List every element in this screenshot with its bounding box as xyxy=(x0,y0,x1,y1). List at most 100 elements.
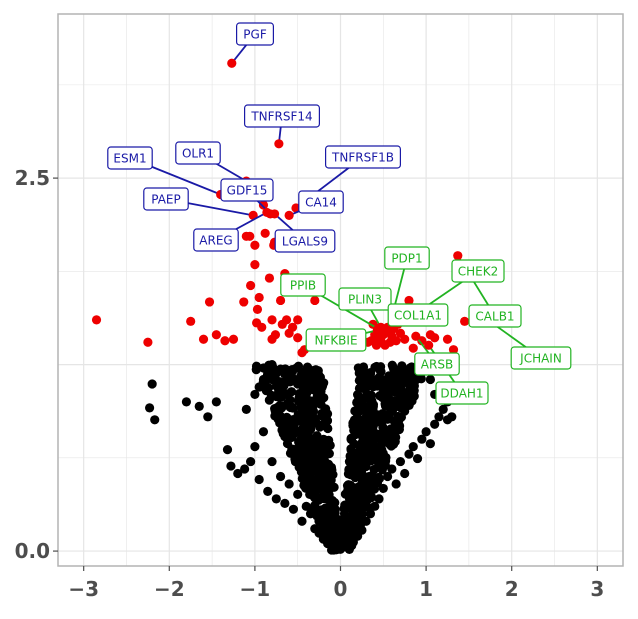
point-nonsignificant xyxy=(270,404,280,414)
point-nonsignificant xyxy=(285,377,295,387)
point-nonsignificant xyxy=(356,375,366,385)
point-nonsignificant xyxy=(438,404,448,414)
point-nonsignificant xyxy=(303,386,313,397)
point-nonsignificant xyxy=(391,479,401,489)
point-significant xyxy=(293,333,303,343)
gene-label-box xyxy=(175,141,221,165)
point-nonsignificant xyxy=(425,439,435,449)
point-labeled xyxy=(424,340,434,350)
gene-label-ddah1: DDAH1 xyxy=(435,381,489,405)
point-nonsignificant xyxy=(282,389,292,399)
point-labeled xyxy=(453,251,463,261)
point-nonsignificant xyxy=(368,408,378,418)
point-nonsignificant xyxy=(325,497,336,507)
gene-label-text: JCHAIN xyxy=(519,352,562,366)
point-nonsignificant xyxy=(315,385,326,395)
gene-label-plin3: PLIN3 xyxy=(338,287,392,311)
gene-label-pgf: PGF xyxy=(236,22,275,46)
point-nonsignificant xyxy=(371,361,382,372)
x-tick-label: −2 xyxy=(154,577,185,601)
gene-label-box xyxy=(143,187,189,211)
gene-label-box xyxy=(387,303,449,327)
point-nonsignificant xyxy=(222,445,233,455)
gene-label-box xyxy=(468,304,522,328)
point-labeled xyxy=(284,210,294,221)
point-significant xyxy=(442,334,453,344)
point-nonsignificant xyxy=(368,376,378,387)
gene-label-text: CALB1 xyxy=(475,310,514,324)
point-nonsignificant xyxy=(283,422,293,432)
gene-label-box xyxy=(298,190,344,214)
gene-label-text: ARSB xyxy=(421,358,453,372)
point-nonsignificant xyxy=(350,430,360,440)
gene-label-text: GDF15 xyxy=(227,184,268,198)
point-significant xyxy=(254,292,264,303)
gene-label-text: PGF xyxy=(243,28,267,42)
point-nonsignificant xyxy=(349,439,359,449)
point-labeled xyxy=(274,139,284,149)
axis-ticks: −3 −2 −1 0 1 2 3 0.0 2.5 xyxy=(15,166,605,601)
gene-label-text: PPIB xyxy=(290,279,316,293)
point-nonsignificant xyxy=(293,489,303,499)
point-nonsignificant xyxy=(226,461,236,471)
point-significant xyxy=(198,334,209,344)
point-nonsignificant xyxy=(399,367,409,377)
gene-label-box xyxy=(510,346,572,370)
point-nonsignificant xyxy=(271,365,281,375)
point-nonsignificant xyxy=(250,442,260,452)
gene-label-box xyxy=(244,104,321,128)
gene-label-areg: AREG xyxy=(193,228,239,252)
point-nonsignificant xyxy=(241,404,251,414)
point-nonsignificant xyxy=(325,440,335,450)
point-significant xyxy=(245,231,255,241)
point-nonsignificant xyxy=(301,501,311,511)
point-nonsignificant xyxy=(271,494,281,504)
point-nonsignificant xyxy=(390,436,400,447)
point-significant xyxy=(448,345,459,355)
point-nonsignificant xyxy=(297,516,307,526)
gene-label-box xyxy=(451,259,505,283)
point-nonsignificant xyxy=(324,473,335,483)
point-nonsignificant xyxy=(264,395,274,405)
point-nonsignificant xyxy=(302,366,313,376)
point-nonsignificant xyxy=(321,519,331,529)
point-significant xyxy=(460,316,470,326)
gene-label-box xyxy=(220,178,274,202)
point-nonsignificant xyxy=(311,365,321,375)
gene-label-text: TNFRSF14 xyxy=(250,110,312,124)
point-significant xyxy=(408,343,418,353)
point-nonsignificant xyxy=(370,501,380,511)
point-nonsignificant xyxy=(421,427,431,437)
point-nonsignificant xyxy=(366,368,376,378)
point-nonsignificant xyxy=(280,498,290,508)
point-nonsignificant xyxy=(349,498,359,509)
point-nonsignificant xyxy=(344,464,354,474)
point-nonsignificant xyxy=(264,372,274,382)
point-nonsignificant xyxy=(361,420,371,430)
point-nonsignificant xyxy=(301,463,311,473)
gene-label-ca14: CA14 xyxy=(298,190,344,214)
point-nonsignificant xyxy=(296,444,306,454)
point-significant xyxy=(228,334,239,344)
point-nonsignificant xyxy=(233,468,243,479)
gene-label-box xyxy=(435,381,489,405)
point-nonsignificant xyxy=(352,397,362,408)
point-nonsignificant xyxy=(314,514,324,524)
point-nonsignificant xyxy=(380,401,391,411)
point-nonsignificant xyxy=(358,432,368,442)
point-nonsignificant xyxy=(304,456,315,466)
point-nonsignificant xyxy=(307,411,318,421)
point-nonsignificant xyxy=(389,373,399,383)
point-nonsignificant xyxy=(310,399,320,409)
point-nonsignificant xyxy=(254,474,264,485)
point-nonsignificant xyxy=(322,490,332,500)
point-nonsignificant xyxy=(352,507,362,517)
point-nonsignificant xyxy=(322,416,333,426)
point-nonsignificant xyxy=(280,364,290,374)
point-nonsignificant xyxy=(404,449,414,459)
point-nonsignificant xyxy=(285,448,296,458)
gene-label-olr1: OLR1 xyxy=(175,141,221,165)
point-significant xyxy=(391,336,401,346)
point-significant xyxy=(211,330,221,340)
